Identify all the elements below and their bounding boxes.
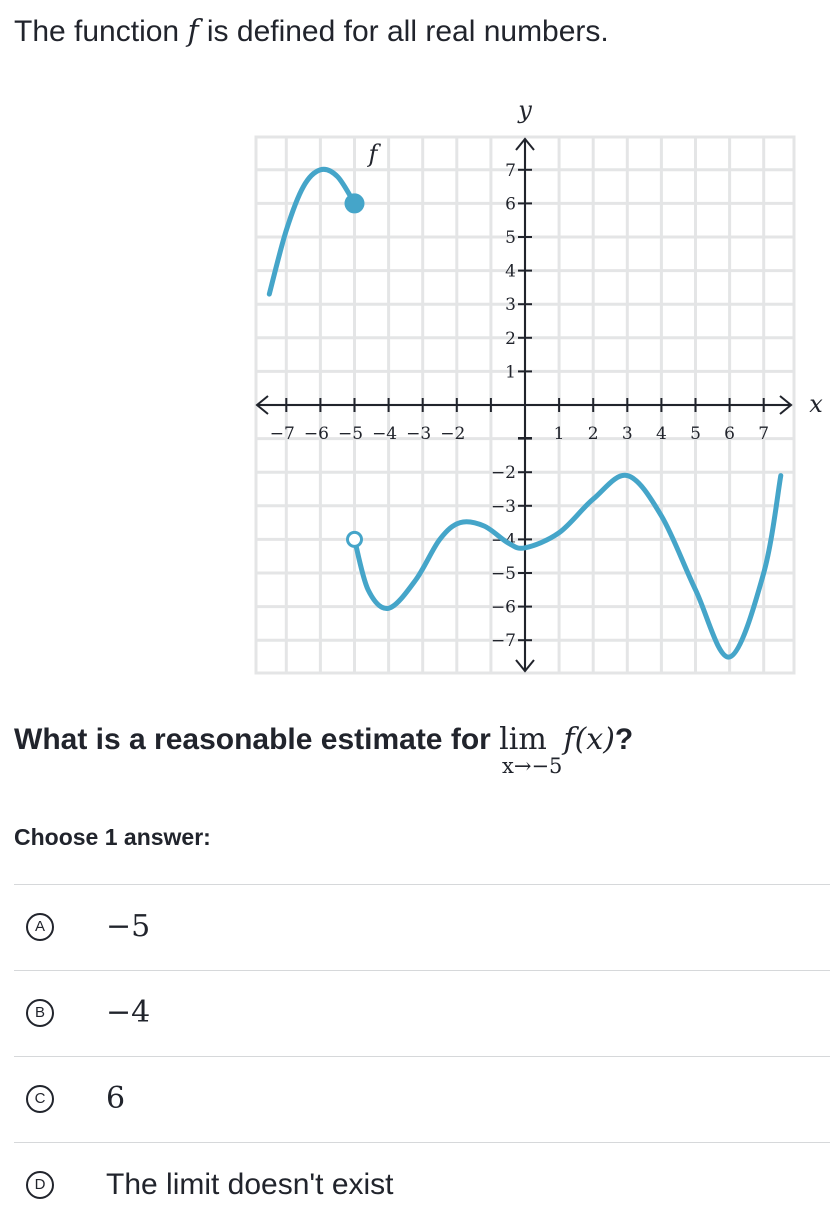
- x-tick-label: 4: [656, 424, 667, 444]
- y-axis-arrow-down: [515, 659, 535, 673]
- x-tick-label: −3: [406, 424, 431, 444]
- choice-text-c: 6: [106, 1081, 126, 1116]
- x-tick-label: −5: [338, 424, 363, 444]
- lim-operator: lim: [499, 722, 547, 757]
- y-tick-label: 2: [505, 329, 516, 349]
- choice-letter-d: D: [26, 1171, 54, 1199]
- choice-letter-a: A: [26, 913, 54, 941]
- choice-text-d: The limit doesn't exist: [106, 1168, 394, 1201]
- lim-subscript: x→−5: [502, 754, 563, 778]
- choice-text-b: −4: [106, 995, 151, 1030]
- y-tick-label: −5: [491, 564, 516, 584]
- y-axis-label: y: [517, 96, 532, 124]
- x-tick-label: −2: [440, 424, 465, 444]
- y-tick-label: −7: [491, 631, 516, 651]
- choose-label: Choose 1 answer:: [14, 824, 211, 850]
- limit-expression: f(x): [563, 722, 615, 757]
- curve-segment-1: [266, 166, 357, 297]
- y-axis-arrow-up: [515, 137, 535, 151]
- y-tick-label: 7: [505, 161, 516, 181]
- open-endpoint: [346, 530, 363, 548]
- y-tick-label: −3: [491, 497, 516, 517]
- y-tick-label: 3: [505, 295, 516, 315]
- x-tick-label: 7: [758, 424, 769, 444]
- intro-text: The function f is defined for all real n…: [14, 10, 609, 54]
- x-axis-label: x: [809, 390, 823, 418]
- choice-text-a: −5: [106, 909, 151, 944]
- y-tick-label: 5: [505, 228, 516, 248]
- y-tick-label: 6: [505, 194, 516, 214]
- y-tick-label: 4: [505, 262, 516, 282]
- function-graph: −7 −6 −5 −4 −3 −2 1 2 3 4 5 6 77654321−2−3−4−5−6−7yx…: [254, 96, 823, 675]
- intro-after: is defined for all real numbers.: [198, 15, 609, 48]
- x-tick-label: 6: [724, 424, 735, 444]
- x-tick-label: 1: [554, 424, 565, 444]
- y-tick-label: −6: [491, 598, 516, 618]
- question-before: What is a reasonable estimate for: [14, 723, 500, 756]
- question-after: ?: [614, 723, 634, 756]
- choice-d[interactable]: D The limit doesn't exist: [14, 1142, 830, 1228]
- curve-label: f: [367, 140, 382, 168]
- y-tick-label: 1: [505, 362, 516, 382]
- intro-function-name: f: [187, 14, 199, 49]
- x-tick-label: −4: [372, 424, 397, 444]
- choice-c[interactable]: C 6: [14, 1056, 830, 1142]
- x-tick-label: 5: [690, 424, 701, 444]
- curve-segment-2: [352, 472, 784, 660]
- choice-letter-c: C: [26, 1085, 54, 1113]
- closed-endpoint: [344, 193, 365, 214]
- x-axis-arrow-right: [779, 395, 793, 415]
- x-axis-arrow-left: [255, 395, 269, 415]
- choice-letter-b: B: [26, 999, 54, 1027]
- x-tick-label: −7: [270, 424, 295, 444]
- x-tick-label: 3: [622, 424, 633, 444]
- question-text: What is a reasonable estimate for lim f(…: [14, 718, 633, 762]
- intro-before: The function: [14, 15, 188, 48]
- y-tick-label: −2: [491, 463, 516, 483]
- choice-a[interactable]: A −5: [14, 884, 830, 970]
- x-tick-label: −6: [304, 424, 329, 444]
- choice-b[interactable]: B −4: [14, 970, 830, 1056]
- x-tick-label: 2: [588, 424, 599, 444]
